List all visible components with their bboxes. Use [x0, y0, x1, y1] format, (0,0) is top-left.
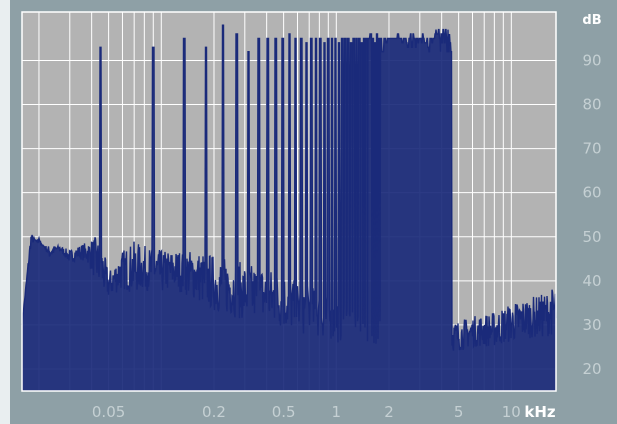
x-tick-label: 10	[502, 403, 521, 421]
left-edge-strip	[0, 0, 10, 424]
x-tick-label: 0.5	[272, 403, 296, 421]
x-tick-label: 1	[332, 403, 342, 421]
y-tick-label: 60	[582, 184, 601, 202]
y-tick-label: 50	[582, 228, 601, 246]
spectrum-trace	[21, 24, 557, 391]
spectrum-line	[21, 24, 557, 351]
y-tick-labels: 20 30 40 50 60 70 80 90	[582, 51, 601, 377]
x-tick-labels: 0.05 0.2 0.5 1 2 5 10	[92, 403, 521, 421]
y-tick-label: 90	[582, 51, 601, 69]
y-tick-label: 20	[582, 360, 601, 378]
y-unit-label: dB	[582, 13, 601, 28]
y-tick-label: 70	[582, 140, 601, 158]
y-tick-label: 40	[582, 272, 601, 290]
x-unit-label: kHz	[524, 403, 556, 421]
y-tick-label: 80	[582, 96, 601, 114]
plot-frame	[21, 11, 557, 392]
y-tick-label: 30	[582, 316, 601, 334]
x-tick-label: 2	[384, 403, 394, 421]
x-tick-label: 0.2	[202, 403, 226, 421]
x-tick-label: 5	[454, 403, 464, 421]
x-tick-label: 0.05	[92, 403, 125, 421]
